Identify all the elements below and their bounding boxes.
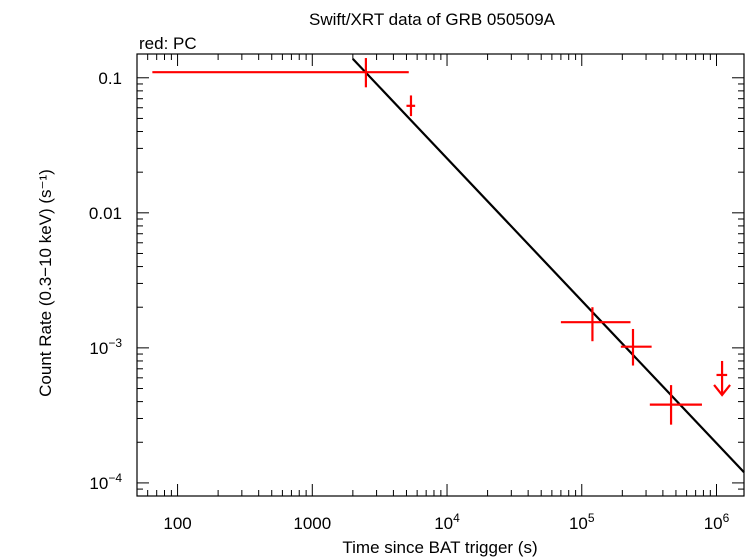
y-tick-exponent: −3 xyxy=(108,336,122,350)
data-point xyxy=(649,385,702,425)
y-tick-label: 0.01 xyxy=(89,204,122,223)
x-axis-label: Time since BAT trigger (s) xyxy=(342,538,537,557)
y-tick-labels: 10−4 10−3 0.01 0.1 xyxy=(89,69,122,493)
down-arrow-icon xyxy=(713,384,731,397)
x-tick-label: 100 xyxy=(163,514,191,533)
axis-ticks xyxy=(136,54,744,497)
power-law-model-line xyxy=(352,58,745,473)
data-point xyxy=(620,328,652,366)
model-fit xyxy=(352,58,745,473)
plot-frame xyxy=(136,53,745,497)
y-tick-label: 0.1 xyxy=(98,69,122,88)
y-tick-label: 10−3 xyxy=(89,336,122,358)
y-axis-label: Count Rate (0.3−10 keV) (s⁻¹) xyxy=(36,169,55,397)
y-tick-label: 10−4 xyxy=(89,471,122,493)
chart-title: Swift/XRT data of GRB 050509A xyxy=(309,10,556,29)
x-tick-exponent: 4 xyxy=(453,511,460,525)
data-point xyxy=(152,58,409,88)
upper-limit xyxy=(713,360,731,397)
y-tick-exponent: −4 xyxy=(108,471,122,485)
x-tick-label: 1000 xyxy=(293,514,331,533)
x-tick-exponent: 5 xyxy=(588,511,595,525)
data-point xyxy=(406,95,416,117)
x-tick-label: 106 xyxy=(704,511,730,533)
x-tick-label: 104 xyxy=(434,511,460,533)
x-tick-label: 105 xyxy=(569,511,595,533)
x-tick-exponent: 6 xyxy=(723,511,730,525)
data-points xyxy=(152,58,731,425)
data-point xyxy=(560,307,631,342)
chart-subtitle: red: PC xyxy=(139,34,197,53)
x-tick-labels: 100 1000 104 105 106 xyxy=(163,511,729,533)
